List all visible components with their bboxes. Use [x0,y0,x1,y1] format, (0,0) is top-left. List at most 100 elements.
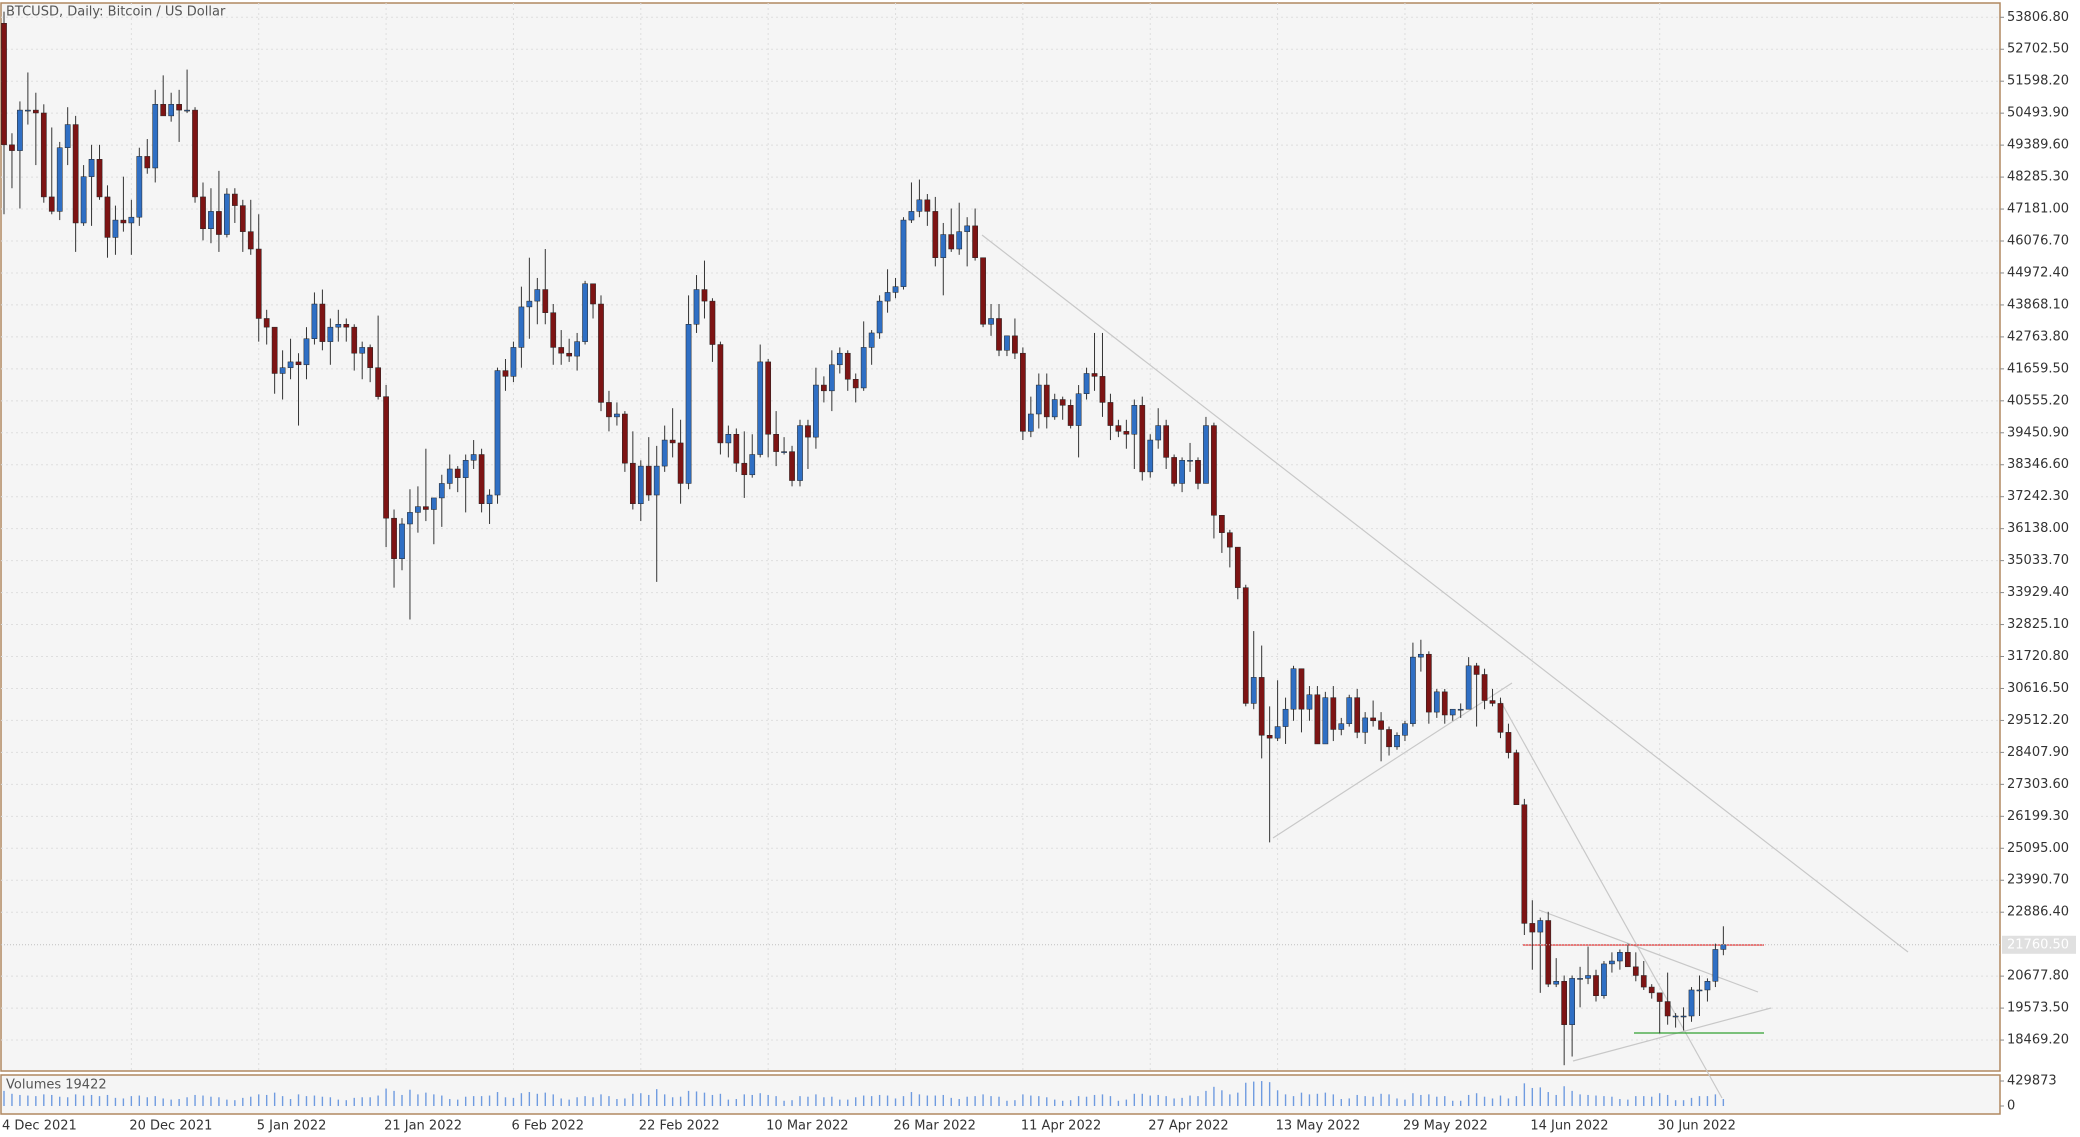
candle-body [231,193,238,206]
candle-body [1481,674,1488,701]
candle-body [367,347,374,368]
chart-title: BTCUSD, Daily: Bitcoin / US Dollar [6,5,226,20]
candle-body [486,494,493,504]
candle-body [1664,1001,1671,1017]
candle-body [1362,717,1369,733]
candle-body [1521,804,1528,924]
candle-body [1394,735,1400,748]
y-tick-label: 38346.60 [2007,457,2069,472]
candle-body [1553,981,1560,985]
candle-body [725,434,732,444]
candle-body [685,324,692,484]
candle-body [112,219,119,238]
candle-body [868,332,875,348]
x-tick-label: 21 Jan 2022 [384,1119,462,1134]
candle-body [1688,989,1695,1017]
candle-body [399,523,405,559]
candle-body [1004,335,1010,351]
grid [1,3,2000,1071]
candle-body [208,211,214,230]
candle-body [224,193,230,235]
candle-body [550,312,557,348]
candle-body [1067,405,1074,426]
y-tick-label: 47181.00 [2007,202,2069,217]
candle-body [1529,923,1536,933]
candle-body [1226,532,1233,548]
trend-line [981,234,1909,953]
candle-body [980,257,986,325]
candle-body [415,506,421,513]
candle-body [359,347,366,354]
y-tick-label: 22886.40 [2007,905,2069,920]
candle-body [828,364,835,392]
candle-body [1020,352,1026,432]
candle-body [1473,665,1480,675]
candle-body [144,156,151,169]
candle-body [1410,656,1416,724]
candle-body [590,283,596,305]
candle-body [876,300,883,334]
candle-body [852,379,859,389]
candle-body [303,338,310,366]
candle-body [1704,981,1711,991]
x-tick-label: 27 Apr 2022 [1148,1119,1228,1134]
candle-body [1035,384,1042,415]
candle-body [1497,703,1504,733]
candle-body [1505,732,1512,753]
candle-body [192,109,198,198]
volume-pane [0,1074,2001,1115]
candle-body [964,225,971,232]
candle-body [805,425,811,438]
candle-body [319,303,326,342]
volume-tick-label: 429873 [2007,1074,2057,1089]
candle-body [64,124,71,148]
trend-line [1538,909,1759,993]
candle-body [40,112,47,198]
candle-body [72,124,79,224]
y-tick-label: 26199.30 [2007,809,2069,824]
candle-body [160,104,167,117]
candle-body [1123,431,1130,435]
y-tick-label: 37242.30 [2007,489,2069,504]
y-tick-label: 33929.40 [2007,585,2069,600]
y-tick-label: 46076.70 [2007,234,2069,249]
candle-body [1720,944,1727,950]
candle-body [908,211,915,221]
candle-body [1147,439,1154,473]
candle-body [1059,399,1066,406]
candle-body [1712,949,1719,982]
candle-body [200,196,206,230]
y-tick-label: 29512.20 [2007,713,2069,728]
candle-body [438,483,445,499]
candle-body [653,465,660,496]
candles [1,11,1727,1106]
candle-body [566,352,573,357]
y-tick-label: 39450.90 [2007,425,2069,440]
candle-body [948,234,955,250]
candle-body [271,326,278,374]
candle-body [1195,460,1201,484]
candle-body [789,451,795,481]
candle-body [1465,665,1472,710]
candle-body [120,219,127,224]
y-tick-label: 43868.10 [2007,297,2069,312]
candle-body [614,413,620,418]
candle-body [1242,587,1249,704]
candle-body [1314,694,1321,745]
candle-body [375,367,381,397]
candle-body [1091,373,1098,377]
candle-body [1012,335,1018,354]
volume-tick-label: 0 [2007,1099,2015,1114]
candle-body [1617,952,1623,962]
candle-body [1171,457,1177,484]
candle-body [1051,399,1058,418]
candle-body [916,199,923,212]
last-price-label: 21760.50 [2007,937,2069,952]
candle-body [765,361,772,435]
y-tick-label: 41659.50 [2007,361,2069,376]
candle-body [25,109,31,112]
candle-body [1027,413,1034,432]
candle-body [343,324,350,328]
candle-body [462,460,469,478]
candle-body [813,384,819,438]
